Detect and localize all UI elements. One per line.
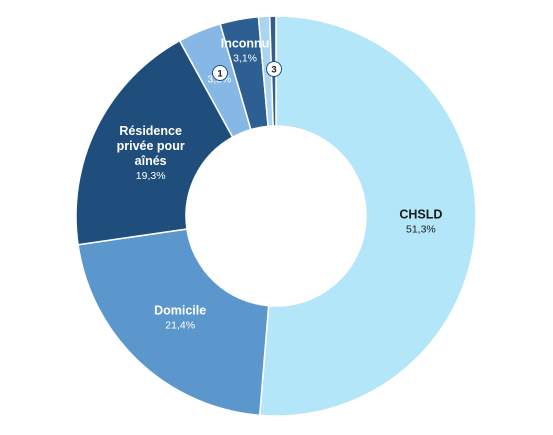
badge-number-3: 3 [271, 65, 276, 76]
badge-circle-3 [266, 61, 282, 77]
donut-slices [75, 15, 477, 417]
badge-1: 1 [212, 65, 228, 81]
donut-hole [186, 126, 366, 306]
slice-value-residence-privee-pour-aines: 19,3% [136, 170, 166, 182]
slice-label-residence-privee-pour-aines-line-2: privée pour [117, 139, 185, 153]
badge-circle-1 [212, 65, 228, 81]
slice-label-residence-privee-pour-aines-line-3: aînés [135, 154, 167, 168]
slice-label-domicile: Domicile [154, 304, 206, 318]
badge-number-1: 1 [217, 69, 223, 80]
slice-label-residence-privee-pour-aines-line-1: Résidence [119, 124, 182, 138]
slice-label-inconnu: Inconnu [221, 36, 270, 50]
slice-value-inconnu: 3,1% [233, 52, 257, 64]
badge-3: 3 [266, 61, 282, 77]
slice-value-domicile: 21,4% [165, 320, 195, 332]
slice-label-chsld: CHSLD [399, 207, 442, 221]
slice-value-chsld: 51,3% [406, 223, 436, 235]
